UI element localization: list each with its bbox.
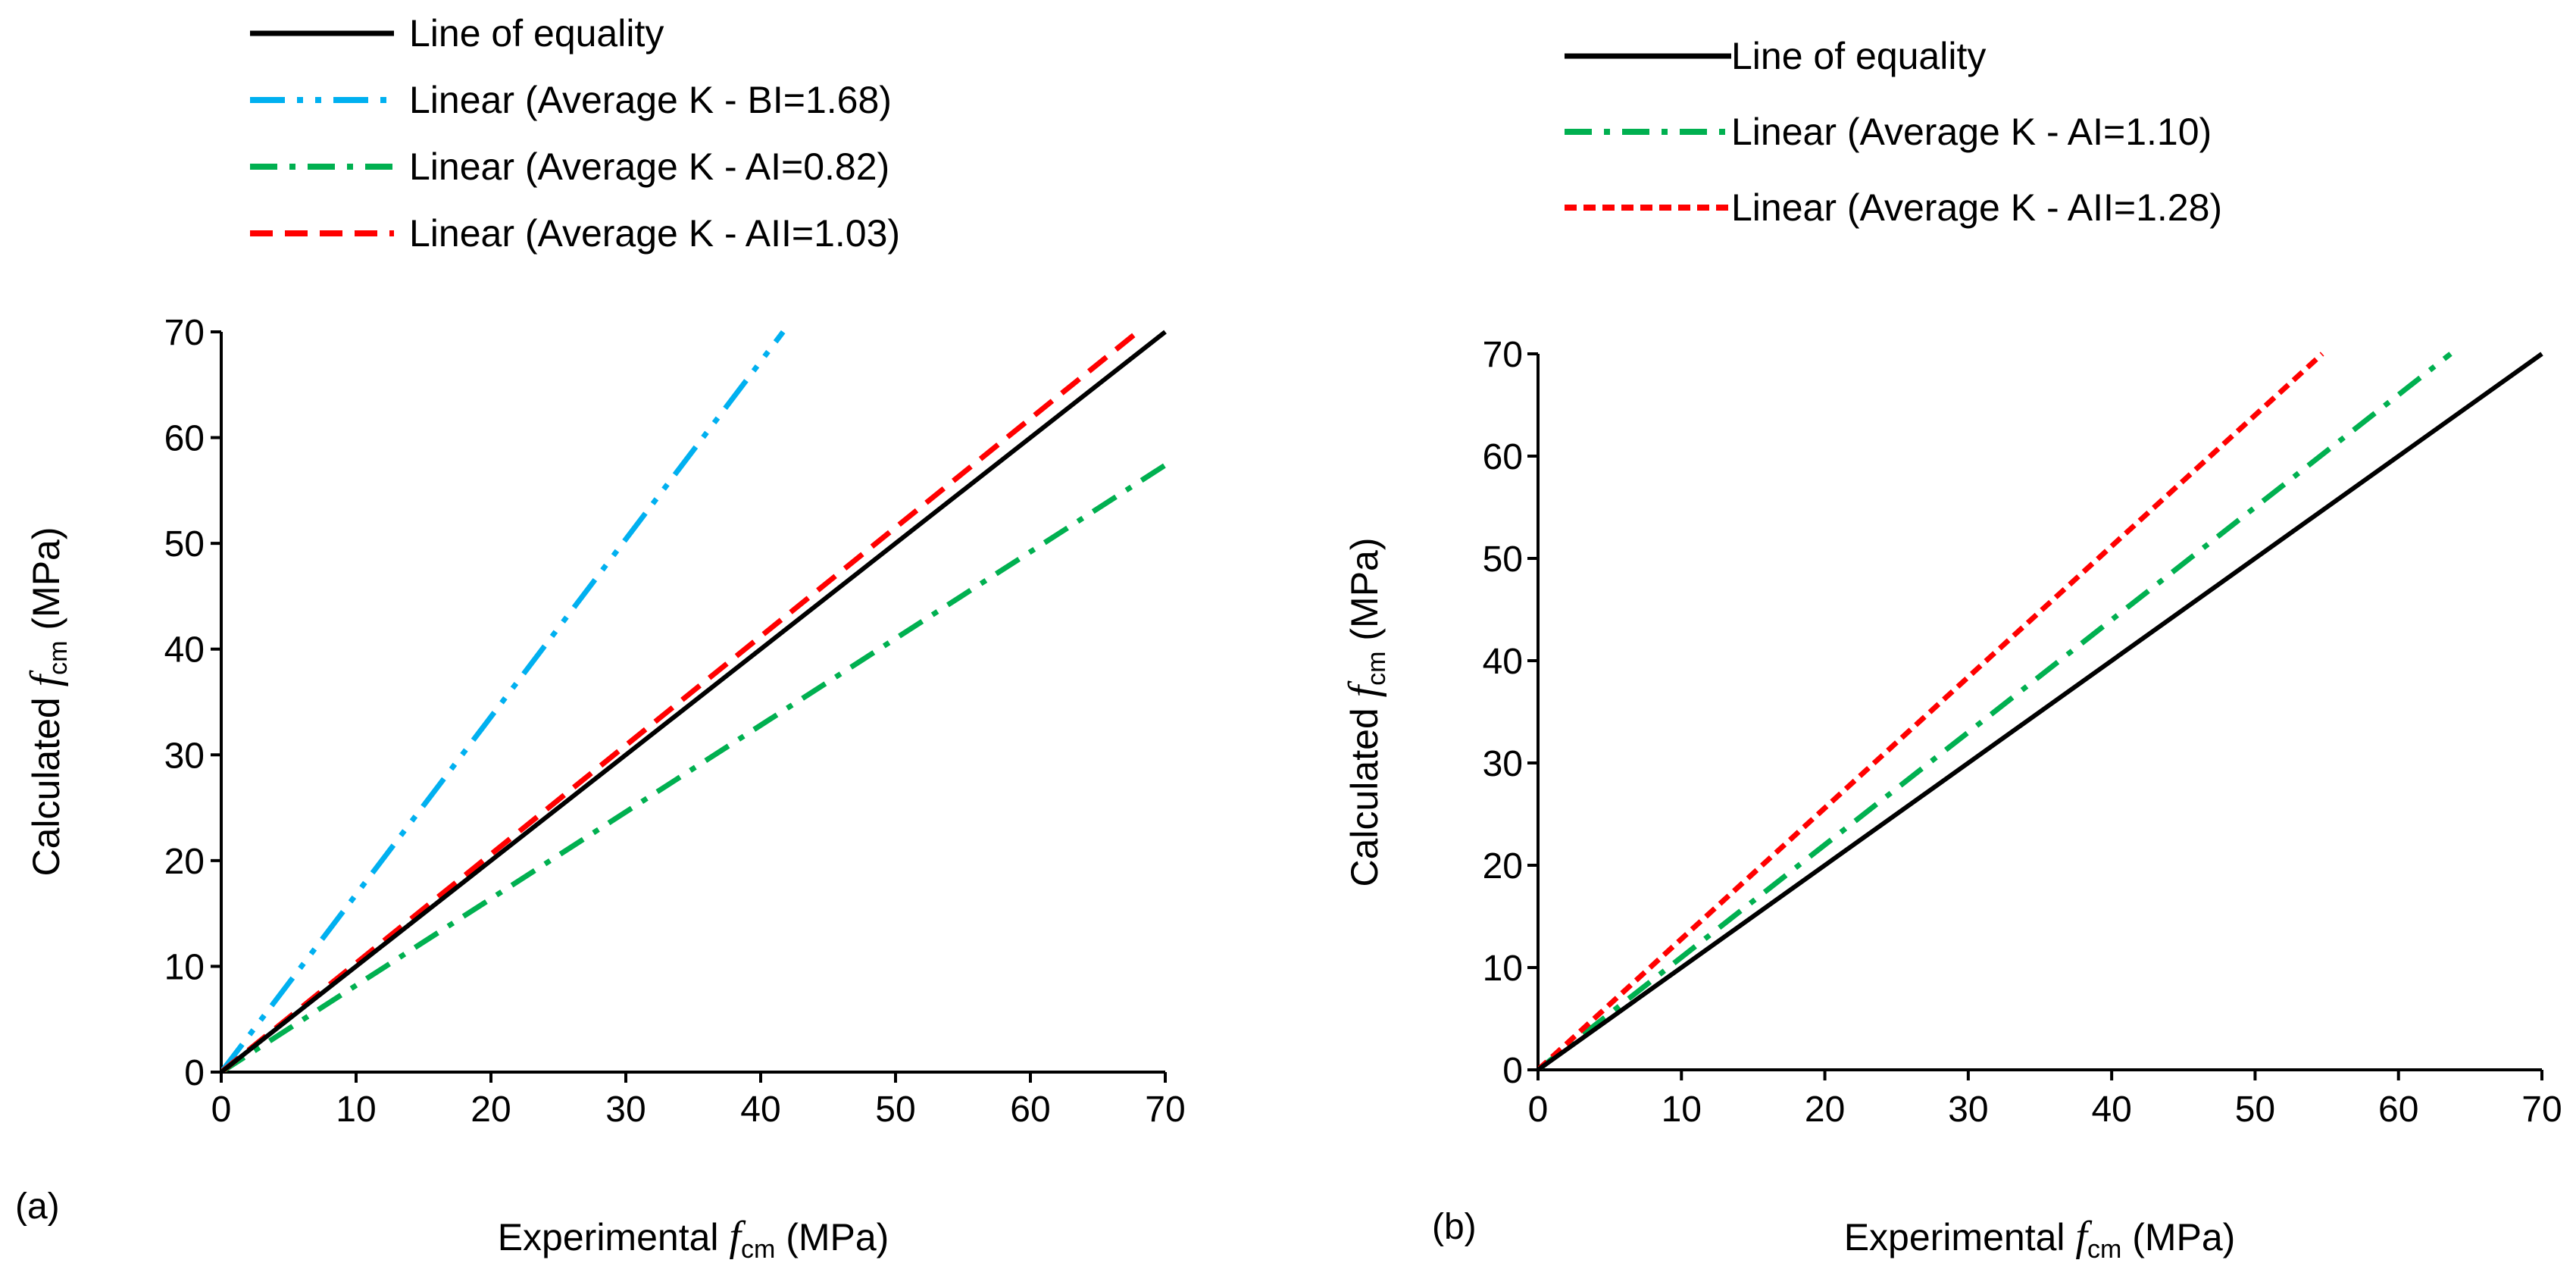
x-tick-label: 40: [740, 1090, 780, 1130]
series-line-1: [1538, 352, 2543, 1070]
y-tick-label: 30: [1483, 744, 1523, 784]
y-axis-title: Calculated fcm (MPa): [22, 527, 73, 876]
y-axis-title-prefix: Calculated: [25, 686, 67, 876]
y-tick-label: 10: [1483, 949, 1523, 989]
y-axis-title-subscript: cm: [44, 640, 73, 674]
x-axis-title: Experimental fcm (MPa): [1844, 1213, 2236, 1264]
x-axis-title: Experimental fcm (MPa): [498, 1213, 889, 1264]
x-tick-label: 10: [336, 1090, 376, 1130]
legend-label: Line of equality: [409, 12, 664, 55]
series-line-3: [1538, 352, 2324, 1070]
legend-label: Linear (Average K - AI=0.82): [409, 145, 889, 188]
y-tick-label: 0: [184, 1053, 205, 1093]
y-tick-label: 40: [164, 630, 205, 671]
x-tick-label: 50: [875, 1090, 915, 1130]
y-axis-title: Calculated fcm (MPa): [1340, 537, 1391, 886]
panel-label: (a): [15, 1187, 60, 1227]
y-tick-label: 60: [1483, 437, 1523, 477]
y-tick-label: 20: [1483, 846, 1523, 886]
y-tick-label: 70: [164, 313, 205, 353]
y-tick-label: 40: [1483, 642, 1523, 682]
x-axis-title-prefix: Experimental: [498, 1216, 730, 1258]
x-tick-label: 60: [1010, 1090, 1050, 1130]
x-axis-title-subscript: cm: [741, 1235, 775, 1264]
series-line-3: [221, 462, 1167, 1072]
y-axis-title-unit: (MPa): [1343, 537, 1386, 651]
x-tick-label: 0: [211, 1090, 232, 1130]
x-tick-label: 10: [1662, 1090, 1702, 1130]
panel-label: (b): [1432, 1207, 1477, 1247]
legend-label: Line of equality: [1731, 35, 1986, 77]
y-tick-label: 0: [1502, 1051, 1523, 1091]
y-tick-label: 30: [164, 736, 205, 776]
x-tick-label: 60: [2378, 1090, 2418, 1130]
series-line-2: [221, 330, 786, 1072]
x-axis-title-subscript: cm: [2087, 1235, 2121, 1264]
chart-panel-a: 0 10 20 30 40 50 60 70 0 10 20 30 40 50 60 70 Line of eq…: [15, 12, 1186, 1264]
y-tick-label: 70: [1483, 335, 1523, 375]
y-axis-title-unit: (MPa): [25, 527, 67, 640]
x-tick-label: 30: [605, 1090, 646, 1130]
x-axis-title-unit: (MPa): [775, 1216, 889, 1258]
x-axis-title-unit: (MPa): [2121, 1216, 2235, 1258]
legend-label: Linear (Average K - BI=1.68): [409, 79, 892, 121]
x-tick-label: 20: [470, 1090, 511, 1130]
x-tick-label: 20: [1805, 1090, 1845, 1130]
y-tick-label: 60: [164, 419, 205, 459]
chart-panel-b: 0 10 20 30 40 50 60 70 0 10 20 30 40 50 60 70 Line of eq…: [1340, 35, 2562, 1264]
legend-label: Linear (Average K - AII=1.03): [409, 212, 900, 255]
y-tick-label: 20: [164, 842, 205, 882]
y-tick-label: 10: [164, 947, 205, 987]
x-axis-title-prefix: Experimental: [1844, 1216, 2076, 1258]
x-tick-label: 70: [2521, 1090, 2562, 1130]
y-tick-label: 50: [1483, 539, 1523, 580]
series-line-1: [221, 330, 1167, 1072]
y-tick-label: 50: [164, 524, 205, 564]
y-axis-title-prefix: Calculated: [1343, 697, 1386, 886]
x-tick-label: 50: [2235, 1090, 2275, 1130]
x-tick-label: 0: [1528, 1090, 1549, 1130]
x-tick-label: 40: [2091, 1090, 2131, 1130]
series-line-4: [221, 330, 1140, 1072]
legend-label: Linear (Average K - AII=1.28): [1731, 186, 2222, 229]
series-line-2: [1538, 352, 2453, 1070]
x-tick-label: 30: [1948, 1090, 1988, 1130]
x-tick-label: 70: [1145, 1090, 1185, 1130]
legend-label: Linear (Average K - AI=1.10): [1731, 111, 2212, 153]
y-axis-title-subscript: cm: [1362, 651, 1391, 685]
